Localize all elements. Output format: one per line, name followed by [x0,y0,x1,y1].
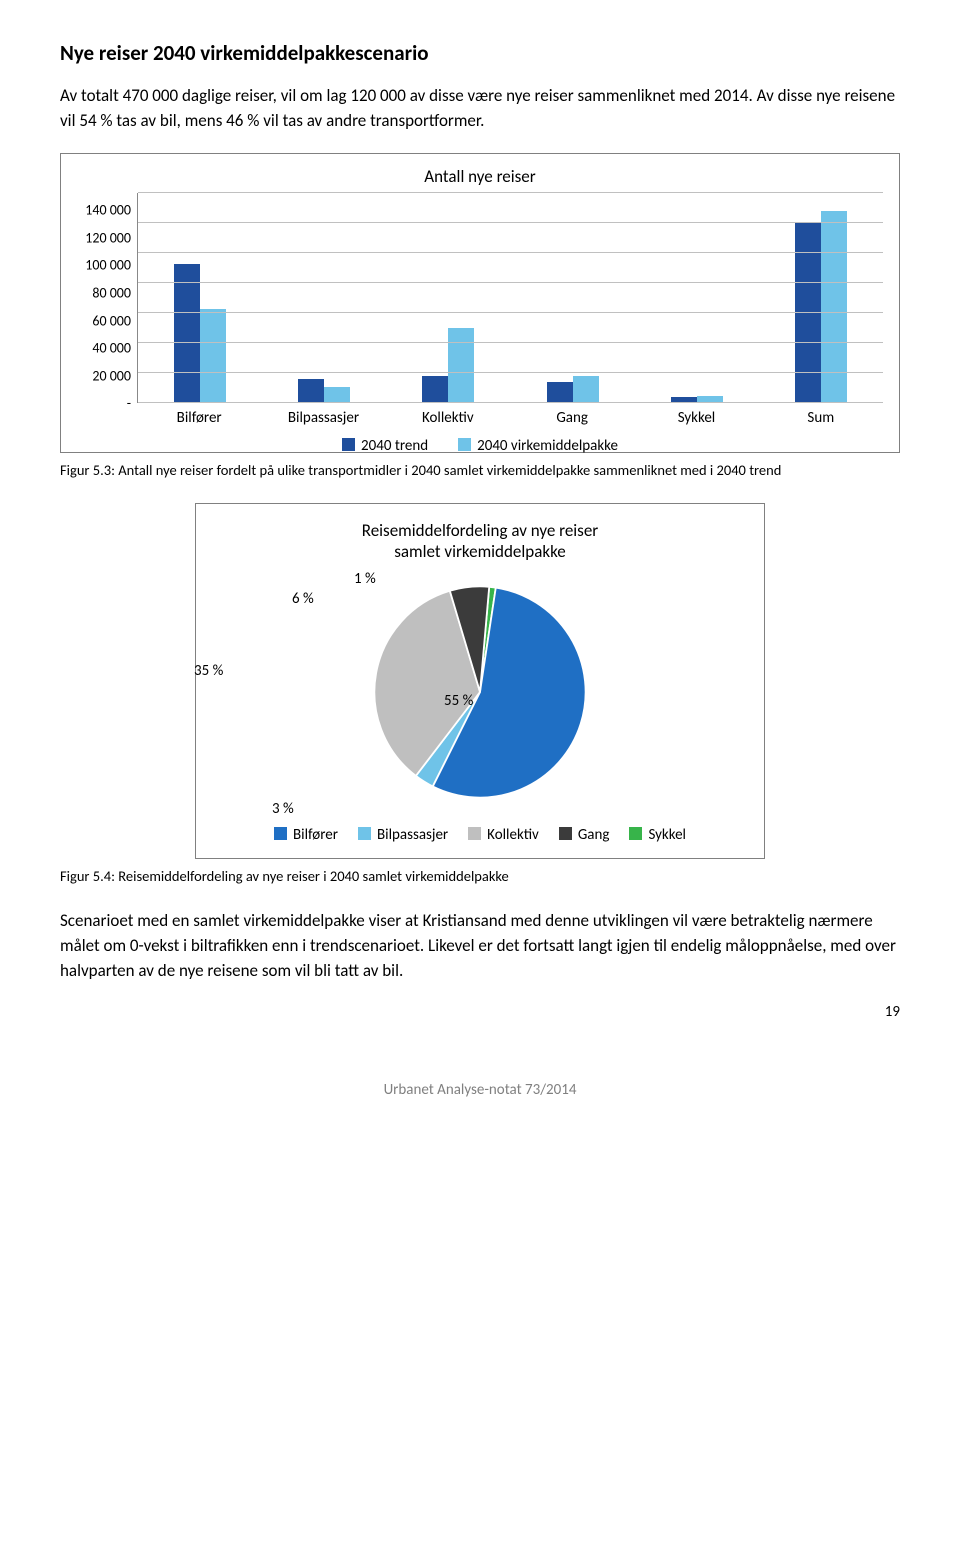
bar-chart-legend: 2040 trend 2040 virkemiddelpakke [77,437,883,455]
pie-legend-item: Kollektiv [468,826,539,844]
bar-trend [174,264,200,404]
y-tick-label: 120 000 [85,229,131,246]
x-tick-label: Sum [759,409,883,427]
gridline [138,312,883,313]
legend-item-pakke: 2040 virkemiddelpakke [458,437,618,455]
pie-legend-label: Gang [578,826,610,844]
y-tick-label: 20 000 [92,367,131,384]
legend-item-trend: 2040 trend [342,437,428,455]
y-tick-label: 100 000 [85,257,131,274]
pie-chart-legend: Bilfører Bilpassasjer Kollektiv Gang Sykkel [212,826,748,844]
pie-legend-label: Bilpassasjer [377,826,448,844]
gridline [138,372,883,373]
swatch-icon [342,438,355,451]
bar-trend [795,223,821,403]
bar-pakke [200,309,226,404]
y-tick-label: 60 000 [92,312,131,329]
y-tick-label: 40 000 [92,340,131,357]
legend-label: 2040 virkemiddelpakke [477,437,618,455]
legend-label: 2040 trend [361,437,428,455]
pie-legend-item: Bilpassasjer [358,826,448,844]
bar-chart-title: Antall nye reiser [77,166,883,187]
conclusion-paragraph: Scenarioet med en samlet virkemiddelpakk… [60,909,900,983]
bar-trend [422,376,448,403]
pie-title-line: samlet virkemiddelpakke [394,541,565,562]
y-tick-label: 80 000 [92,284,131,301]
pie-title-line: Reisemiddelfordeling av nye reiser [362,520,598,541]
bar-chart-y-axis: 140 000 120 000 100 000 80 000 60 000 40 000 2… [77,193,137,403]
gridline [138,252,883,253]
y-tick-label: 140 000 [85,202,131,219]
bar-pakke [573,376,599,403]
bar-pakke [324,387,350,404]
pie-chart-title: Reisemiddelfordeling av nye reiser samle… [212,520,748,562]
bar-pakke [821,211,847,403]
pie-legend-item: Bilfører [274,826,338,844]
gridline [138,342,883,343]
x-tick-label: Gang [510,409,634,427]
swatch-icon [274,827,287,840]
x-tick-label: Sykkel [634,409,758,427]
pie-label-35: 35 % [194,662,223,680]
bar-trend [547,382,573,403]
pie-legend-label: Bilfører [293,826,338,844]
swatch-icon [559,827,572,840]
gridline [138,402,883,403]
pie-legend-label: Sykkel [648,826,686,844]
page-title: Nye reiser 2040 virkemiddelpakkescenario [60,40,900,66]
x-tick-label: Bilpassasjer [261,409,385,427]
bar-chart-plot: 140 000 120 000 100 000 80 000 60 000 40 000 2… [77,193,883,403]
bar-chart-plot-area [137,193,883,403]
bar-chart-caption: Figur 5.3: Antall nye reiser fordelt på … [60,461,900,479]
bar-chart-x-axis: BilførerBilpassasjerKollektivGangSykkelS… [137,409,883,427]
pie-chart-caption: Figur 5.4: Reisemiddelfordeling av nye r… [60,867,900,885]
pie-label-3: 3 % [272,800,294,818]
pie-label-55: 55 % [444,692,473,710]
page-number: 19 [60,1003,900,1021]
pie-chart-container: Reisemiddelfordeling av nye reiser samle… [195,503,765,859]
swatch-icon [629,827,642,840]
bar-chart-container: Antall nye reiser 140 000 120 000 100 000 8… [60,153,900,453]
bar-pakke [448,328,474,403]
page-footer: Urbanet Analyse-notat 73/2014 [60,1081,900,1099]
swatch-icon [458,438,471,451]
gridline [138,222,883,223]
pie-legend-label: Kollektiv [487,826,539,844]
pie-chart-plot: 6 % 1 % 35 % 55 % 3 % [212,572,748,812]
swatch-icon [468,827,481,840]
x-tick-label: Bilfører [137,409,261,427]
x-tick-label: Kollektiv [386,409,510,427]
intro-paragraph: Av totalt 470 000 daglige reiser, vil om… [60,84,900,133]
pie-label-1: 1 % [354,570,376,588]
pie-legend-item: Sykkel [629,826,686,844]
pie-chart-svg [360,572,600,812]
bar-trend [298,379,324,403]
gridline [138,282,883,283]
gridline [138,192,883,193]
pie-legend-item: Gang [559,826,610,844]
pie-label-6: 6 % [292,590,314,608]
swatch-icon [358,827,371,840]
y-tick-label: - [127,395,131,412]
